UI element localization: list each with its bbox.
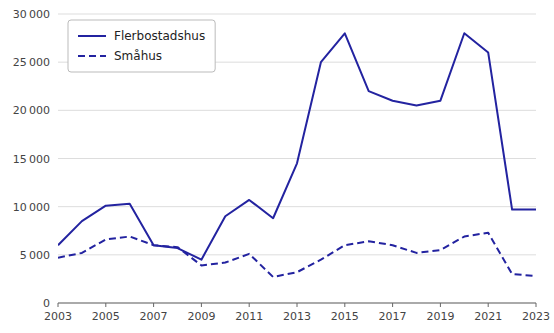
x-tick-label: 2007 [140,310,168,323]
x-tick-label: 2009 [187,310,215,323]
series-line [58,233,536,277]
legend: Flerbostadshus Småhus [68,20,215,72]
grid-line [58,158,536,159]
x-tick [105,303,106,307]
x-tick-label: 2013 [283,310,311,323]
grid-line [58,14,536,15]
legend-label: Småhus [114,49,162,63]
x-tick [488,303,489,307]
y-tick-label: 10 000 [13,201,50,214]
x-tick-label: 2003 [44,310,72,323]
legend-label: Flerbostadshus [114,29,205,43]
x-tick-label: 2021 [474,310,502,323]
y-tick-label: 20 000 [13,104,50,117]
y-tick-label: 30 000 [13,8,50,21]
x-tick [344,303,345,307]
x-tick-label: 2019 [426,310,454,323]
grid [58,14,536,303]
chart: 0 5 000 10 000 15 000 20 000 25 000 30 000 2003… [0,0,554,333]
legend-box [68,20,215,72]
x-tick-label: 2011 [235,310,263,323]
grid-line [58,254,536,255]
x-tick [249,303,250,307]
x-tick [392,303,393,307]
grid-line [58,110,536,111]
y-tick-label: 5 000 [20,249,50,262]
x-tick [536,303,537,307]
x-tick-label: 2005 [92,310,120,323]
x-tick [440,303,441,307]
y-tick-label: 25 000 [13,56,50,69]
legend-swatch [78,55,106,57]
grid-line [58,206,536,207]
x-tick [201,303,202,307]
y-tick-label: 15 000 [13,153,50,166]
x-tick [153,303,154,307]
x-tick-label: 2017 [379,310,407,323]
y-tick-label: 0 [43,297,50,310]
axes: 0 5 000 10 000 15 000 20 000 25 000 30 000 2003… [13,8,550,323]
x-tick [58,303,59,307]
x-tick [297,303,298,307]
legend-swatch [78,35,106,37]
x-tick-label: 2015 [331,310,359,323]
x-tick-label: 2023 [522,310,550,323]
